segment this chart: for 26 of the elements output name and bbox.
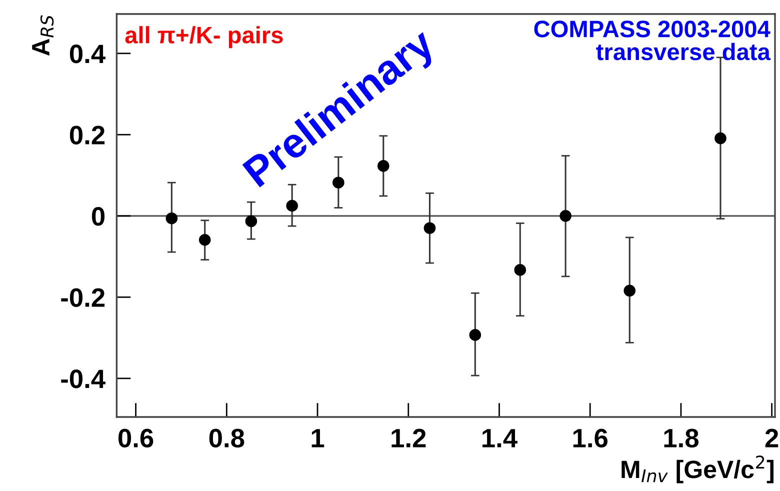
point <box>514 264 526 276</box>
y-tick-label: 0.4 <box>70 44 106 64</box>
point <box>166 212 178 224</box>
y-tick-label: -0.4 <box>61 370 106 388</box>
x-tick-label: 1.2 <box>392 428 426 448</box>
point <box>714 132 726 144</box>
y-axis-title: A$_{RS}$ <box>32 15 54 56</box>
x-tick-label: 0.8 <box>209 428 244 448</box>
y-tick-label: -0.2 <box>61 288 105 307</box>
x-tick-label: 1.6 <box>573 428 608 448</box>
point <box>560 210 572 222</box>
point <box>424 222 436 234</box>
annotation: COMPASS 2003-2004 transverse data <box>534 20 771 60</box>
point <box>624 284 636 297</box>
x-tick-label: 0.6 <box>118 428 154 448</box>
point <box>469 329 482 341</box>
point <box>198 234 211 246</box>
point <box>245 215 258 228</box>
y-tick-label: 0.2 <box>70 126 105 144</box>
x-axis-title: M$_{Inv}$ [GeV/c$^{2}$] <box>622 455 774 484</box>
x-tick-label: 2 <box>765 428 778 448</box>
x-tick-label: 1.8 <box>664 428 698 448</box>
y-tick-label: 0 <box>92 207 105 226</box>
point <box>286 200 298 212</box>
x-tick-label: 1.4 <box>482 429 518 448</box>
x-tick-label: 1 <box>312 429 324 448</box>
